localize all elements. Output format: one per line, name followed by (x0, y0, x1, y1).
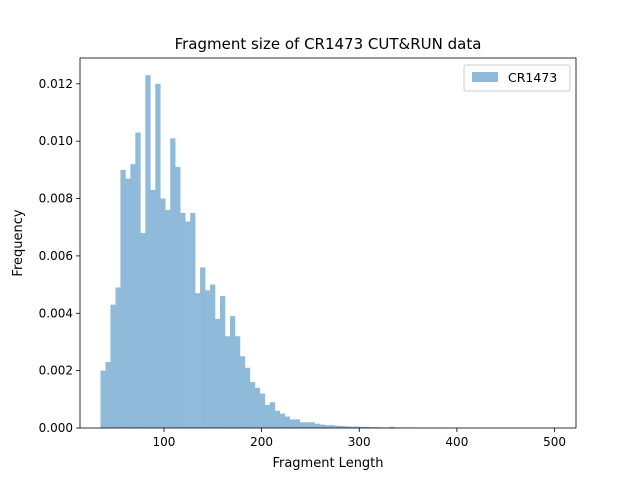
y-tick-label: 0.008 (39, 192, 73, 206)
histogram-bar (309, 422, 315, 428)
histogram-bar (170, 138, 176, 428)
histogram-bar (269, 402, 276, 428)
chart-title: Fragment size of CR1473 CUT&RUN data (175, 35, 482, 53)
y-axis-label: Frequency (11, 209, 26, 276)
histogram-bar (389, 426, 395, 428)
histogram-bar (135, 132, 141, 428)
histogram-bar (274, 410, 281, 428)
histogram-bar (210, 284, 216, 428)
histogram-bar (369, 427, 375, 428)
y-tick-label: 0.002 (39, 364, 73, 378)
histogram-bar (289, 419, 296, 428)
histogram-bar (354, 426, 360, 428)
histogram-bar (284, 416, 291, 428)
histogram-bar (105, 362, 111, 428)
histogram-bar (344, 426, 350, 428)
x-tick-label: 100 (153, 435, 176, 449)
histogram-bar (110, 304, 116, 428)
histogram-bar (140, 232, 146, 428)
x-tick-label: 300 (348, 435, 371, 449)
histogram-bar (229, 316, 236, 428)
histogram-bar (279, 413, 286, 428)
histogram-bar (175, 166, 181, 429)
histogram-bar (185, 221, 191, 428)
histogram-bar (244, 367, 251, 428)
y-tick-label: 0.000 (39, 421, 73, 435)
histogram-bar (319, 424, 325, 428)
y-axis-ticks: 0.000 0.002 0.004 0.006 0.008 0.010 0.012 (39, 77, 80, 435)
histogram-bar (349, 426, 355, 428)
histogram-bar (130, 164, 136, 428)
histogram-bars (100, 75, 445, 429)
histogram-bar (359, 426, 365, 428)
histogram-bar (299, 422, 305, 428)
histogram-bar (314, 423, 320, 428)
legend-entry-cr1473: CR1473 (508, 70, 557, 85)
y-tick-label: 0.010 (39, 134, 73, 148)
histogram-bar (304, 422, 310, 428)
histogram-bar (180, 212, 186, 428)
x-axis-ticks: 100 200 300 400 500 (153, 428, 566, 449)
histogram-bar (329, 425, 335, 428)
histogram-bar (249, 382, 256, 428)
histogram-bar (215, 319, 221, 428)
histogram-bar (160, 198, 166, 428)
histogram-bar (190, 212, 196, 428)
histogram-bar (234, 336, 241, 428)
histogram-bar (125, 178, 131, 428)
histogram-bar (200, 267, 206, 428)
histogram-bar (155, 83, 161, 428)
legend: CR1473 (463, 64, 571, 92)
histogram-bar (150, 189, 156, 428)
histogram-bar (374, 427, 380, 428)
histogram-bar (224, 336, 231, 428)
x-tick-label: 500 (543, 435, 566, 449)
histogram-bar (205, 290, 211, 428)
histogram-bar (294, 419, 300, 428)
x-axis-label: Fragment Length (272, 456, 383, 471)
legend-frame (463, 64, 571, 92)
histogram-bar (324, 425, 330, 428)
histogram-bar (100, 370, 106, 428)
y-tick-label: 0.006 (39, 249, 73, 263)
histogram-bar (259, 393, 266, 428)
histogram-bar (364, 426, 370, 428)
x-tick-label: 200 (250, 435, 273, 449)
histogram-bar (115, 287, 121, 428)
y-tick-label: 0.004 (39, 306, 73, 320)
histogram-bar (220, 296, 226, 428)
histogram-bar (334, 425, 340, 428)
histogram-bar (239, 356, 246, 428)
histogram-bar (254, 387, 261, 428)
x-tick-label: 400 (445, 435, 468, 449)
plot-frame (79, 57, 577, 429)
histogram-bar (339, 425, 345, 428)
y-tick-label: 0.012 (39, 77, 73, 91)
histogram-bar (145, 75, 151, 429)
histogram-bar (264, 405, 271, 428)
histogram-bar (120, 169, 126, 429)
legend-swatch (472, 72, 498, 82)
histogram-bar (195, 293, 201, 428)
histogram-bar (165, 210, 171, 428)
